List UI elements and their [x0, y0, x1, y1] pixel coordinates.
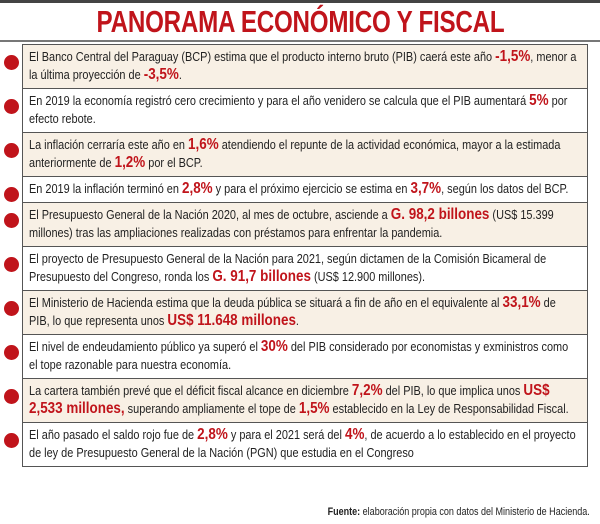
- fact-text: El nivel de endeudamiento público ya sup…: [29, 338, 579, 374]
- text-segment: de PIB, lo que representa unos: [29, 295, 556, 328]
- page-title: PANORAMA ECONÓMICO Y FISCAL: [0, 4, 600, 40]
- fact-row: La inflación cerraría este año en 1,6% a…: [4, 133, 587, 177]
- fact-text: El Ministerio de Hacienda estima que la …: [29, 294, 579, 330]
- text-segment: El Presupuesto General de la Nación 2020…: [29, 207, 391, 222]
- highlight-figure: US$ 2,533 millones,: [29, 382, 550, 417]
- title-text: PANORAMA ECONÓMICO Y FISCAL: [96, 4, 504, 39]
- highlight-figure: 1,5%: [298, 400, 330, 417]
- highlight-figure: 33,1%: [502, 294, 541, 311]
- fact-row: En 2019 la economía registró cero crecim…: [4, 89, 587, 133]
- text-segment: El nivel de endeudamiento público ya sup…: [29, 339, 261, 354]
- bullet-icon: [4, 433, 19, 448]
- fact-text: El Banco Central del Paraguay (BCP) esti…: [29, 48, 579, 84]
- source-text: elaboración propia con datos del Ministe…: [360, 506, 590, 518]
- fact-text: El Presupuesto General de la Nación 2020…: [29, 206, 579, 242]
- text-segment: , de acuerdo a lo establecido en el proy…: [29, 427, 576, 460]
- bullet-icon: [4, 257, 19, 272]
- bullet-icon: [4, 187, 19, 202]
- fact-row: La cartera también prevé que el déficit …: [4, 379, 587, 423]
- bullet-icon: [4, 143, 19, 158]
- fact-text: La cartera también prevé que el déficit …: [29, 382, 579, 418]
- text-segment: La cartera también prevé que el déficit …: [29, 383, 352, 398]
- text-segment: del PIB, lo que implica unos: [382, 383, 524, 398]
- highlight-figure: 4%: [344, 426, 365, 443]
- fact-text: La inflación cerraría este año en 1,6% a…: [29, 136, 579, 172]
- fact-text: En 2019 la inflación terminó en 2,8% y p…: [29, 180, 579, 198]
- fact-row: El Ministerio de Hacienda estima que la …: [4, 291, 587, 335]
- text-segment: superando ampliamente el tope de: [124, 401, 299, 416]
- fact-row: El nivel de endeudamiento público ya sup…: [4, 335, 587, 379]
- highlight-figure: 30%: [260, 338, 288, 355]
- text-segment: En 2019 la inflación terminó en: [29, 181, 182, 196]
- bullet-icon: [4, 213, 19, 228]
- fact-text: En 2019 la economía registró cero crecim…: [29, 92, 579, 128]
- title-rule: [0, 40, 600, 42]
- text-segment: El año pasado el saldo rojo fue de: [29, 427, 198, 442]
- text-segment: El proyecto de Presupuesto General de la…: [29, 251, 547, 284]
- highlight-figure: 5%: [529, 92, 549, 109]
- text-segment: y para el próximo ejercicio se estima en: [212, 181, 411, 196]
- fact-row: En 2019 la inflación terminó en 2,8% y p…: [4, 177, 587, 203]
- text-segment: El Ministerio de Hacienda estima que la …: [29, 295, 503, 310]
- text-segment: por efecto rebote.: [29, 93, 568, 126]
- fact-row: El Presupuesto General de la Nación 2020…: [4, 203, 587, 247]
- text-segment: y para el 2021 será del: [227, 427, 345, 442]
- source-note: Fuente: elaboración propia con datos del…: [328, 506, 590, 518]
- text-segment: atendiendo el repunte de la actividad ec…: [29, 137, 561, 170]
- highlight-figure: 2,8%: [181, 180, 213, 197]
- facts-list: El Banco Central del Paraguay (BCP) esti…: [4, 44, 588, 467]
- text-segment: (US$ 15.399 millones) tras las ampliacio…: [29, 207, 554, 240]
- text-segment: establecido en la Ley de Responsabilidad…: [329, 401, 569, 416]
- highlight-figure: 3,7%: [410, 180, 442, 197]
- text-segment: (US$ 12.900 millones).: [310, 269, 426, 284]
- text-segment: .: [295, 313, 299, 328]
- text-segment: .: [178, 67, 182, 82]
- text-segment: por el BCP.: [145, 155, 203, 170]
- highlight-figure: G. 98,2 billones: [390, 206, 490, 223]
- bullet-icon: [4, 389, 19, 404]
- bullet-icon: [4, 345, 19, 360]
- highlight-figure: US$ 11.648 millones: [167, 312, 296, 329]
- top-rule: [0, 0, 600, 3]
- fact-row: El Banco Central del Paraguay (BCP) esti…: [4, 45, 587, 89]
- highlight-figure: -3,5%: [143, 66, 179, 83]
- highlight-figure: 1,6%: [188, 136, 219, 153]
- text-segment: del PIB considerado por economistas y ex…: [29, 339, 569, 372]
- highlight-figure: 1,2%: [114, 154, 146, 171]
- bullet-icon: [4, 55, 19, 70]
- bullet-icon: [4, 301, 19, 316]
- highlight-figure: 7,2%: [351, 382, 383, 399]
- text-segment: En 2019 la economía registró cero crecim…: [29, 93, 530, 108]
- bullet-icon: [4, 99, 19, 114]
- text-segment: El Banco Central del Paraguay (BCP) esti…: [29, 49, 496, 64]
- fact-text: El año pasado el saldo rojo fue de 2,8% …: [29, 426, 579, 462]
- highlight-figure: 2,8%: [197, 426, 228, 443]
- text-segment: La inflación cerraría este año en: [29, 137, 189, 152]
- highlight-figure: G. 91,7 billones: [212, 268, 311, 285]
- fact-text: El proyecto de Presupuesto General de la…: [29, 250, 579, 286]
- text-segment: , menor a la última proyección de: [29, 49, 577, 82]
- highlight-figure: -1,5%: [495, 48, 531, 65]
- source-label: Fuente:: [327, 506, 361, 518]
- text-segment: , según los datos del BCP.: [441, 181, 569, 196]
- fact-row: El proyecto de Presupuesto General de la…: [4, 247, 587, 291]
- fact-row: El año pasado el saldo rojo fue de 2,8% …: [4, 423, 587, 467]
